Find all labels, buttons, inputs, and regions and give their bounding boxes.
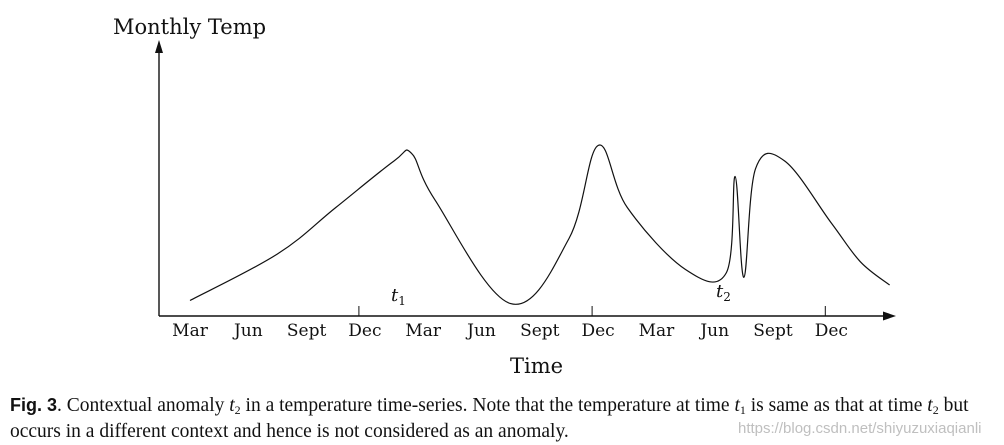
- x-tick-label: Mar: [405, 321, 442, 341]
- caption-figure-label: Fig. 3: [10, 395, 58, 415]
- y-axis-arrow: [155, 40, 163, 53]
- caption-var-t2: t2: [229, 395, 241, 417]
- chart-figure: Monthly Temp Time Mar Jun Sept Dec Mar Jun Sep…: [0, 0, 1004, 380]
- caption-var-t1: t1: [734, 395, 746, 417]
- x-tick-label: Mar: [172, 321, 209, 341]
- x-tick-label: Dec: [581, 321, 614, 341]
- x-axis-arrow: [883, 311, 896, 321]
- x-tick-label: Jun: [465, 321, 496, 341]
- y-axis-label: Monthly Temp: [113, 15, 266, 39]
- caption-text-3: is same as that at time: [745, 395, 928, 416]
- caption-text-1: . Contextual anomaly: [57, 395, 230, 416]
- x-tick-labels: Mar Jun Sept Dec Mar Jun Sept Dec Mar Jun Sept Dec: [172, 321, 848, 341]
- x-ticks: [358, 306, 826, 316]
- caption-text-4: but occurs in a different context and he…: [10, 395, 969, 442]
- chart-svg: Monthly Temp Time Mar Jun Sept Dec Mar Jun Sep…: [0, 0, 1004, 380]
- x-tick-label: Jun: [698, 321, 729, 341]
- caption-text-2: in a temperature time-series. Note that …: [240, 395, 735, 416]
- x-axis-label: Time: [510, 354, 563, 378]
- annotation-t2: t2: [716, 281, 731, 304]
- x-tick-label: Dec: [348, 321, 381, 341]
- caption-var-t2-b: t2: [927, 395, 939, 417]
- x-tick-label: Sept: [753, 321, 793, 341]
- temperature-series-line: [189, 144, 890, 305]
- figure-caption: Fig. 3. Contextual anomaly t2 in a tempe…: [10, 394, 1000, 443]
- x-tick-label: Mar: [639, 321, 676, 341]
- x-tick-label: Sept: [520, 321, 560, 341]
- watermark-text: https://blog.csdn.net/shiyuzuxiaqianli: [738, 420, 982, 437]
- plot-background: [0, 0, 1004, 380]
- x-tick-label: Dec: [815, 321, 848, 341]
- annotation-t1: t1: [391, 285, 406, 308]
- x-tick-label: Sept: [287, 321, 327, 341]
- x-tick-label: Jun: [232, 321, 263, 341]
